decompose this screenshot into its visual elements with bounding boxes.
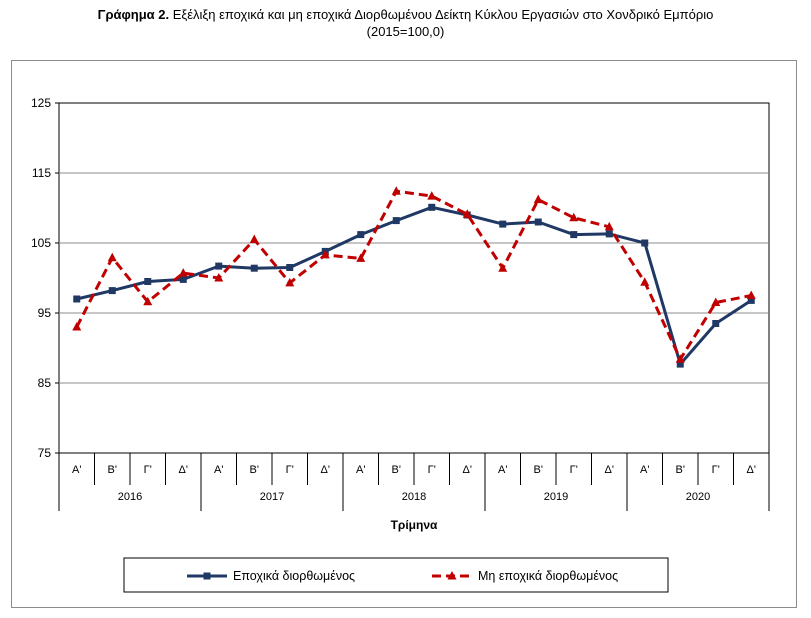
data-point — [178, 268, 188, 277]
x-tick-label-quarter: Δ' — [321, 464, 330, 476]
x-tick-label-quarter: Α' — [498, 464, 507, 476]
legend: Εποχικά διορθωμένος Μη εποχικά διορθωμένο… — [123, 557, 669, 593]
data-point — [249, 234, 259, 243]
legend-label: Εποχικά διορθωμένος — [233, 569, 355, 583]
data-point — [356, 253, 366, 262]
data-point — [428, 203, 436, 211]
x-tick-label-year: 2018 — [402, 491, 426, 503]
chart-title-number: Γράφημα 2. — [97, 7, 170, 22]
x-axis-title: Τρίμηνα — [391, 518, 438, 532]
data-point — [676, 360, 684, 368]
data-point — [533, 194, 543, 204]
data-point — [392, 217, 400, 225]
x-tick-label-year: 2016 — [118, 491, 142, 503]
y-tick-label: 95 — [38, 306, 52, 320]
x-tick-label-quarter: Δ' — [747, 464, 756, 476]
x-tick-label-quarter: Β' — [108, 464, 117, 476]
series-2 — [72, 186, 756, 363]
data-point — [605, 230, 613, 238]
x-tick-label-quarter: Β' — [676, 464, 685, 476]
y-tick-label: 85 — [38, 376, 52, 390]
data-point — [746, 290, 756, 299]
data-point — [108, 287, 116, 295]
x-tick-label-year: 2019 — [544, 491, 568, 503]
data-point — [747, 296, 755, 304]
data-point — [73, 295, 81, 303]
data-point — [285, 277, 295, 287]
data-point — [640, 277, 650, 286]
data-point — [427, 191, 437, 200]
x-tick-label-quarter: Β' — [534, 464, 543, 476]
x-tick-label-quarter: Α' — [356, 464, 365, 476]
data-point — [143, 296, 153, 306]
data-point — [320, 249, 330, 259]
x-tick-label-quarter: Β' — [392, 464, 401, 476]
legend-entry-1: Εποχικά διορθωμένος — [187, 569, 355, 583]
data-point — [498, 263, 508, 272]
y-axis-ticks: 75 85 95 105 115 125 — [31, 96, 59, 460]
data-point — [462, 209, 472, 218]
data-point — [179, 275, 187, 283]
data-point — [604, 221, 614, 231]
x-tick-label-quarter: Γ' — [570, 464, 578, 476]
x-tick-label-quarter: Γ' — [428, 464, 436, 476]
series-line — [76, 205, 753, 366]
x-axis: Α' Β' Γ' Δ' Α' Β' Γ' Δ' Α' Β' Γ' Δ' Α' Β' Γ' Δ' Α' Β' Γ' Δ'… — [58, 453, 770, 511]
series-1 — [73, 203, 755, 368]
grid-lines — [58, 102, 770, 454]
data-point — [391, 186, 401, 195]
chart-title-line1: Γράφημα 2. Εξέλιξη εποχικά και μη εποχικ… — [0, 6, 811, 23]
legend-marker — [447, 571, 457, 580]
chart-frame: 75 85 95 105 115 125 Α' Β' Γ' Δ' Α' Β' Γ' Δ' Α' Β' Γ' Δ'… — [11, 60, 797, 608]
x-tick-label-quarter: Δ' — [605, 464, 614, 476]
chart-title: Γράφημα 2. Εξέλιξη εποχικά και μη εποχικ… — [0, 6, 811, 40]
x-tick-label-quarter: Γ' — [286, 464, 294, 476]
chart-svg: 75 85 95 105 115 125 Α' Β' Γ' Δ' Α' Β' Γ' Δ' Α' Β' Γ' Δ'… — [31, 96, 770, 593]
data-point — [641, 239, 649, 247]
y-tick-label: 105 — [31, 236, 51, 250]
series-lines — [72, 186, 756, 368]
x-tick-label-quarter: Δ' — [463, 464, 472, 476]
data-point — [675, 354, 685, 363]
series-line — [75, 189, 752, 361]
data-point — [357, 231, 365, 239]
data-point — [144, 278, 152, 285]
data-point — [215, 262, 223, 270]
x-tick-label-quarter: Γ' — [712, 464, 720, 476]
legend-label: Μη εποχικά διορθωμένος — [478, 569, 618, 583]
data-point — [286, 264, 294, 271]
chart-title-text: Εξέλιξη εποχικά και μη εποχικά Διορθωμέν… — [172, 7, 714, 22]
plot-area-border — [58, 102, 770, 454]
y-tick-label: 125 — [31, 96, 51, 110]
y-tick-label: 75 — [38, 446, 52, 460]
data-point — [534, 218, 542, 226]
x-tick-label-quarter: Α' — [214, 464, 223, 476]
y-tick-label: 115 — [32, 166, 51, 180]
data-point — [711, 297, 721, 306]
x-tick-label-quarter: Β' — [250, 464, 259, 476]
data-point — [569, 212, 579, 222]
data-point — [72, 322, 82, 331]
x-tick-label-year: 2017 — [260, 491, 284, 503]
data-point — [499, 220, 507, 228]
x-tick-label-quarter: Γ' — [144, 464, 152, 476]
data-point — [570, 231, 578, 239]
x-tick-label-quarter: Α' — [72, 464, 81, 476]
data-point — [214, 273, 224, 282]
data-point — [107, 252, 117, 262]
x-tick-label-quarter: Α' — [640, 464, 649, 476]
data-point — [250, 264, 258, 272]
data-point — [712, 320, 720, 327]
legend-marker — [203, 572, 211, 580]
x-tick-label-year: 2020 — [686, 491, 710, 503]
chart-subtitle: (2015=100,0) — [366, 24, 445, 39]
x-tick-label-quarter: Δ' — [179, 464, 188, 476]
legend-entry-2: Μη εποχικά διορθωμένος — [432, 569, 618, 583]
